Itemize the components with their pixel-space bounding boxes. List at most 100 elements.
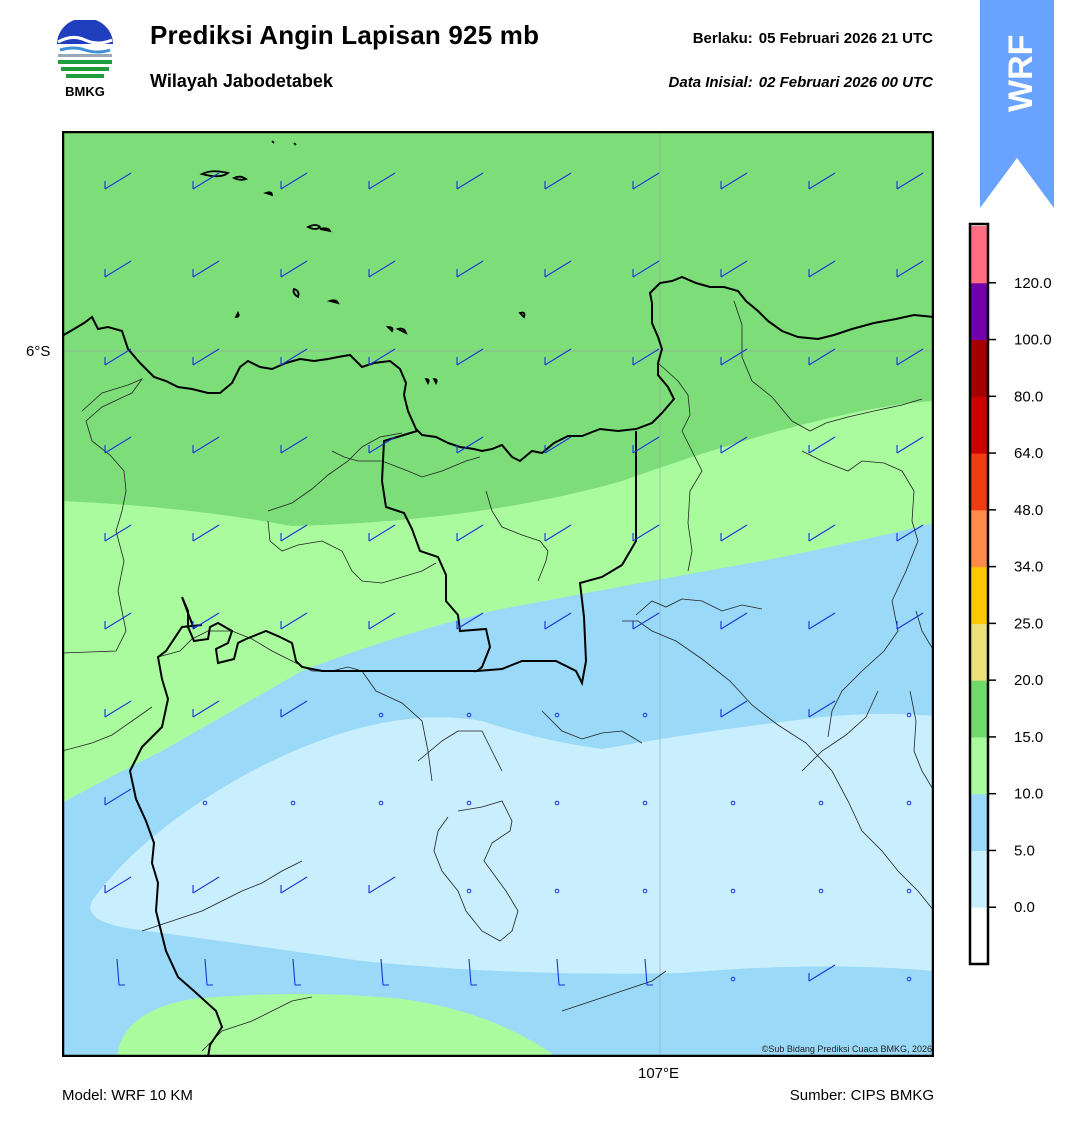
colorbar-tick-label: 25.0: [1014, 615, 1043, 632]
wind-barb: [192, 436, 220, 454]
wind-barb: [116, 958, 125, 986]
wrf-badge-text: WRF: [1002, 35, 1040, 112]
wind-barb: [896, 172, 924, 190]
colorbar-tick-label: 0.0: [1014, 899, 1035, 916]
calm-marker: [554, 712, 560, 718]
wind-barb: [104, 260, 132, 278]
calm-marker: [466, 712, 472, 718]
init-label: Data Inisial:: [668, 74, 753, 91]
admin-boundaries: [62, 300, 934, 1052]
colorbar-frame: [968, 222, 990, 966]
wind-barb: [280, 348, 308, 366]
wind-barb: [192, 612, 220, 630]
calm-marker: [730, 976, 736, 982]
colorbar-cell: [971, 566, 987, 624]
province-boundaries: [128, 430, 637, 1057]
wind-barb: [192, 172, 220, 190]
wind-barb: [632, 612, 660, 630]
wind-barb: [204, 958, 213, 986]
wind-barb: [896, 436, 924, 454]
wind-barb: [720, 700, 748, 718]
colorbar-cell: [971, 339, 987, 397]
valid-label: Berlaku:: [692, 30, 753, 47]
wind-map: [61, 130, 935, 1058]
page-subtitle: Wilayah Jabodetabek: [150, 71, 333, 91]
wind-barb: [544, 172, 572, 190]
wind-barb: [368, 524, 396, 542]
wind-barb: [632, 436, 660, 454]
wind-barb: [808, 348, 836, 366]
model-label: Model: WRF 10 KM: [62, 1087, 193, 1104]
wind-barb: [720, 436, 748, 454]
wind-barb: [456, 172, 484, 190]
colorbar-tick-label: 34.0: [1014, 559, 1043, 576]
wind-barb: [808, 260, 836, 278]
logo-text: BMKG: [65, 84, 105, 99]
wind-barb: [720, 172, 748, 190]
wind-barb: [808, 524, 836, 542]
calm-marker: [730, 800, 736, 806]
colorbar-cell: [971, 907, 987, 965]
wind-barb: [456, 348, 484, 366]
wind-barb: [632, 524, 660, 542]
colorbar-tick-label: 120.0: [1014, 275, 1052, 292]
wind-barb: [808, 612, 836, 630]
colorbar-tick-label: 15.0: [1014, 729, 1043, 746]
wind-barb: [280, 260, 308, 278]
colorbar-cell: [971, 850, 987, 908]
colorbar-cell: [971, 226, 987, 284]
islands: [199, 140, 526, 386]
colorbar-tick-label: 20.0: [1014, 672, 1043, 689]
wind-barb: [280, 700, 308, 718]
wind-barb: [104, 612, 132, 630]
wind-barb: [280, 172, 308, 190]
wind-barb: [280, 612, 308, 630]
wind-barb: [896, 524, 924, 542]
source-label: Sumber: CIPS BMKG: [789, 1087, 934, 1104]
colorbar-tick-label: 10.0: [1014, 786, 1043, 803]
wind-barb: [104, 348, 132, 366]
zone-pale-blue: [90, 713, 934, 974]
colorbar-cell: [971, 282, 987, 341]
calm-marker: [378, 712, 384, 718]
calm-marker: [906, 976, 912, 982]
wind-barb: [632, 260, 660, 278]
wind-barb: [280, 876, 308, 894]
calm-marker: [378, 800, 384, 806]
wind-barb: [104, 700, 132, 718]
wind-barb: [456, 260, 484, 278]
wind-barb: [104, 788, 132, 806]
wind-barb: [556, 958, 565, 986]
colorbar-tick-label: 48.0: [1014, 502, 1043, 519]
wind-barb: [720, 348, 748, 366]
init-time: Data Inisial: 02 Februari 2026 00 UTC: [669, 74, 933, 91]
wind-barb: [368, 876, 396, 894]
colorbar-tick-label: 5.0: [1014, 842, 1035, 859]
wind-barb: [292, 958, 301, 986]
page-title: Prediksi Angin Lapisan 925 mb: [150, 20, 540, 50]
init-value: 02 Februari 2026 00 UTC: [758, 74, 933, 91]
calm-marker: [906, 800, 912, 806]
wrf-badge: WRF: [980, 0, 1054, 208]
calm-marker: [818, 888, 824, 894]
colorbar: 120.0 100.0 80.0 64.0 48.0 34.0 25.0 20.0 15.0 10…: [968, 222, 1068, 970]
wind-barb: [280, 436, 308, 454]
wind-barb: [544, 612, 572, 630]
wind-barb: [632, 348, 660, 366]
calm-marker: [554, 888, 560, 894]
wind-barb: [632, 172, 660, 190]
wind-barb: [544, 260, 572, 278]
wind-barb: [896, 612, 924, 630]
wind-barb: [368, 348, 396, 366]
wind-barb: [808, 436, 836, 454]
credit-text: ©Sub Bidang Prediksi Cuaca BMKG, 2026: [761, 1044, 932, 1054]
wind-barb: [456, 436, 484, 454]
wind-barb: [808, 964, 836, 982]
wind-barb: [720, 524, 748, 542]
wind-barb: [104, 172, 132, 190]
lat-label: 6°S: [26, 343, 51, 360]
calm-marker: [290, 800, 296, 806]
wind-barb: [380, 958, 389, 986]
wind-barb: [808, 172, 836, 190]
wind-barb: [896, 260, 924, 278]
